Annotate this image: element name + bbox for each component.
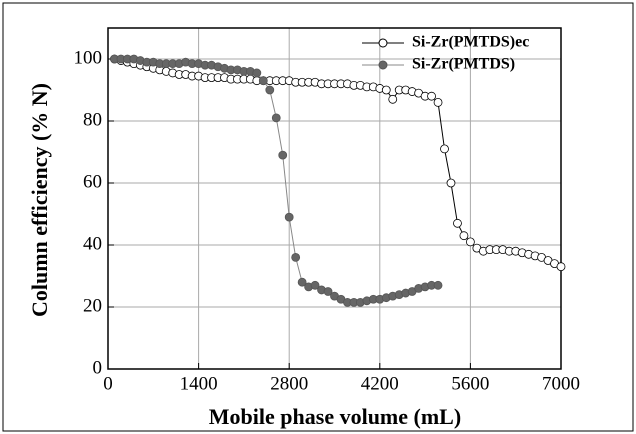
x-axis-label: Mobile phase volume (mL) (209, 404, 461, 429)
legend-marker (378, 60, 388, 70)
y-axis-label: Column efficiency (% N) (27, 83, 52, 317)
data-point (465, 237, 475, 247)
x-tick-label: 2800 (270, 373, 308, 394)
y-tick-label: 60 (83, 171, 102, 192)
x-tick-label: 4200 (361, 373, 399, 394)
y-tick-label: 100 (74, 47, 103, 68)
data-point (278, 150, 288, 160)
data-point (284, 212, 294, 222)
legend-label: Si-Zr(PMTDS) (412, 56, 515, 73)
y-tick-label: 20 (83, 295, 102, 316)
data-point (258, 76, 268, 86)
data-point (323, 287, 333, 296)
data-point (427, 91, 436, 101)
data-point (459, 231, 469, 241)
y-tick-label: 40 (83, 233, 102, 254)
data-point (388, 94, 398, 104)
data-point (297, 277, 307, 287)
data-point (556, 262, 566, 272)
y-tick-label: 80 (83, 109, 102, 130)
data-point (433, 98, 443, 107)
plot-border (107, 27, 562, 370)
data-point (252, 68, 262, 78)
data-point (265, 85, 275, 95)
data-point (291, 252, 301, 262)
data-point (440, 144, 449, 154)
series-line (114, 58, 562, 268)
x-tick-label: 7000 (542, 373, 580, 394)
y-tick-label: 0 (93, 357, 103, 378)
x-tick-label: 0 (103, 373, 113, 394)
data-point (446, 178, 456, 188)
data-point (381, 85, 391, 95)
x-tick-label: 5600 (451, 373, 489, 394)
x-tick-label: 1400 (180, 373, 218, 394)
data-point (271, 113, 281, 123)
data-point (453, 218, 462, 228)
legend-label: Si-Zr(PMTDS)ec (412, 34, 529, 51)
data-point (433, 280, 443, 290)
data-point (310, 280, 320, 290)
legend-marker (378, 38, 388, 48)
